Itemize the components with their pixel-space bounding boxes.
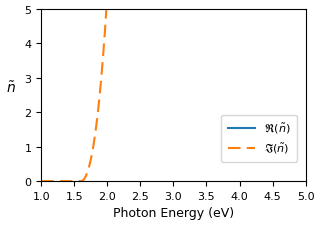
X-axis label: Photon Energy (eV): Photon Energy (eV) [113, 207, 234, 219]
Y-axis label: $\tilde{n}$: $\tilde{n}$ [5, 80, 15, 95]
$\mathfrak{I}(\tilde{n})$ [39, 180, 43, 183]
Line: $\mathfrak{I}(\tilde{n})$: $\mathfrak{I}(\tilde{n})$ [41, 0, 306, 181]
Legend: $\mathfrak{R}(\tilde{n})$, $\mathfrak{I}(\tilde{n})$: $\mathfrak{R}(\tilde{n})$, $\mathfrak{I}… [221, 115, 297, 162]
